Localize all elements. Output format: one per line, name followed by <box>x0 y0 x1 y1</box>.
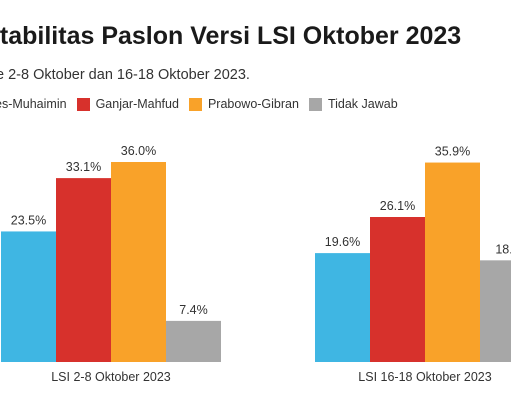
data-label-prabowo-2: 35.9% <box>435 145 470 159</box>
legend-swatch-ganjar <box>76 97 90 111</box>
bar-tidak-jawab-1 <box>166 320 221 362</box>
legend-label-tidak-jawab: Tidak Jawab <box>327 97 398 111</box>
bar-anies-2 <box>315 253 370 362</box>
legend-item-prabowo: Prabowo-Gibran <box>188 97 299 111</box>
legend-label-anies: es-Muhaimin <box>0 97 67 111</box>
data-label-ganjar-1: 33.1% <box>66 160 101 174</box>
x-tick-label-1: LSI 2-8 Oktober 2023 <box>51 370 171 384</box>
legend-swatch-prabowo <box>188 97 202 111</box>
data-label-prabowo-1: 36.0% <box>121 144 156 158</box>
legend: es-Muhaimin Ganjar-Mahfud Prabowo-Gibran… <box>0 97 408 111</box>
legend-item-anies: es-Muhaimin <box>0 97 67 111</box>
data-label-anies-2: 19.6% <box>325 235 360 249</box>
bar-ganjar-1 <box>56 178 111 362</box>
chart-subtitle: e 2-8 Oktober dan 16-18 Oktober 2023. <box>0 67 250 83</box>
data-label-tidak-jawab-2: 18.3 <box>495 242 511 256</box>
bar-prabowo-2 <box>425 162 480 362</box>
bar-ganjar-2 <box>370 217 425 362</box>
legend-label-prabowo: Prabowo-Gibran <box>207 97 299 111</box>
data-label-anies-1: 23.5% <box>11 213 46 227</box>
legend-item-tidak-jawab: Tidak Jawab <box>308 97 398 111</box>
x-tick-label-2: LSI 16-18 Oktober 2023 <box>358 370 491 384</box>
legend-swatch-tidak-jawab <box>308 97 322 111</box>
bar-prabowo-1 <box>111 162 166 362</box>
data-label-tidak-jawab-1: 7.4% <box>179 303 208 317</box>
chart-title: ktabilitas Paslon Versi LSI Oktober 2023 <box>0 22 462 50</box>
bar-tidak-jawab-2 <box>480 260 511 362</box>
legend-label-ganjar: Ganjar-Mahfud <box>95 97 179 111</box>
legend-item-ganjar: Ganjar-Mahfud <box>76 97 179 111</box>
data-label-ganjar-2: 26.1% <box>380 199 415 213</box>
bar-anies-1 <box>1 231 56 362</box>
